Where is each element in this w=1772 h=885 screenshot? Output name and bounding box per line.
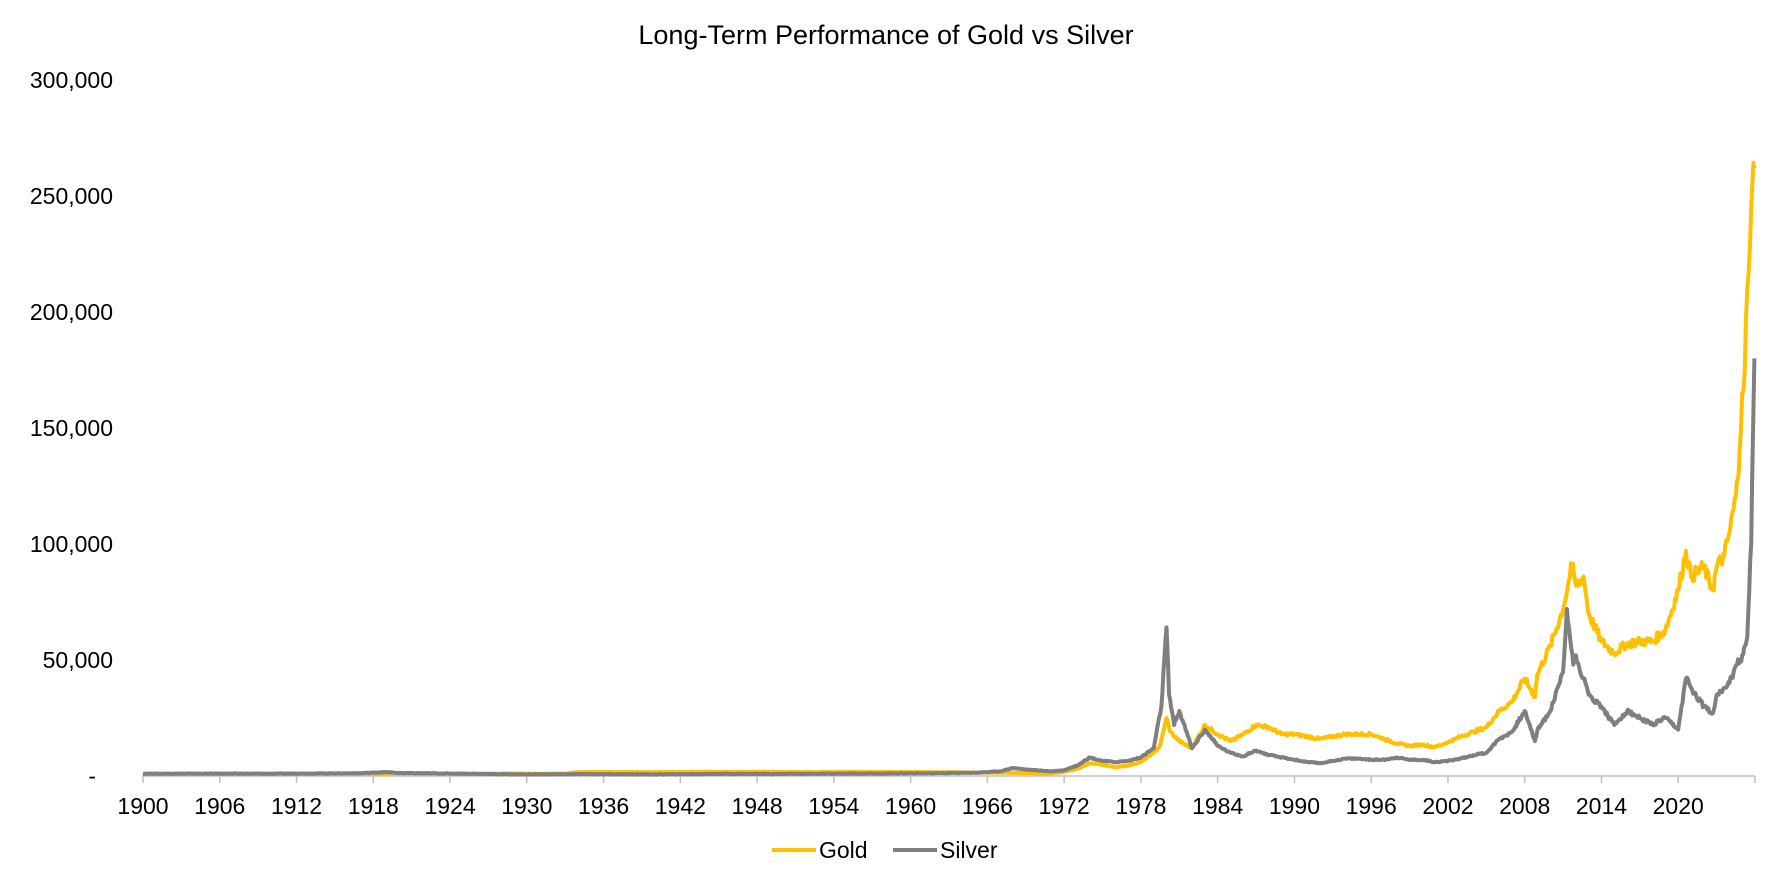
x-axis: 1900 1906 1912 1918 1924 1930 1936 1942 1948 1954… bbox=[117, 775, 1756, 819]
x-tick-label: 1966 bbox=[962, 793, 1013, 819]
legend-label-gold: Gold bbox=[819, 837, 868, 863]
x-tick-label: 1990 bbox=[1269, 793, 1320, 819]
y-tick-label: 100,000 bbox=[30, 531, 113, 557]
x-tick-label: 1900 bbox=[117, 793, 168, 819]
x-tick-label: 1948 bbox=[732, 793, 783, 819]
x-tick-label: 1918 bbox=[348, 793, 399, 819]
x-tick-label: 1930 bbox=[501, 793, 552, 819]
x-tick-label: 1960 bbox=[885, 793, 936, 819]
x-tick-label: 2002 bbox=[1422, 793, 1473, 819]
x-tick-label: 1996 bbox=[1346, 793, 1397, 819]
series-group bbox=[142, 160, 1757, 777]
series-line-silver bbox=[142, 358, 1757, 777]
legend: Gold Silver bbox=[772, 837, 998, 863]
series-line-gold bbox=[142, 160, 1757, 776]
x-tick-label: 1912 bbox=[271, 793, 322, 819]
chart-title: Long-Term Performance of Gold vs Silver bbox=[638, 20, 1133, 50]
x-tick-label: 1978 bbox=[1115, 793, 1166, 819]
x-tick-label: 2008 bbox=[1499, 793, 1550, 819]
x-tick-label: 1936 bbox=[578, 793, 629, 819]
y-tick-label: - bbox=[88, 763, 96, 789]
y-tick-label: 250,000 bbox=[30, 183, 113, 209]
y-tick-label: 300,000 bbox=[30, 67, 113, 93]
y-tick-label: 200,000 bbox=[30, 299, 113, 325]
x-tick-label: 1924 bbox=[424, 793, 475, 819]
legend-label-silver: Silver bbox=[940, 837, 998, 863]
x-tick-label: 1906 bbox=[194, 793, 245, 819]
x-tick-label: 1942 bbox=[655, 793, 706, 819]
y-axis-labels: - 50,000 100,000 150,000 200,000 250,000 300,0… bbox=[30, 67, 113, 789]
y-tick-label: 150,000 bbox=[30, 415, 113, 441]
x-tick-label: 1984 bbox=[1192, 793, 1243, 819]
x-tick-label: 1954 bbox=[808, 793, 859, 819]
y-tick-label: 50,000 bbox=[43, 647, 113, 673]
x-tick-label: 1972 bbox=[1039, 793, 1090, 819]
x-tick-label: 2014 bbox=[1576, 793, 1627, 819]
x-tick-label: 2020 bbox=[1653, 793, 1704, 819]
